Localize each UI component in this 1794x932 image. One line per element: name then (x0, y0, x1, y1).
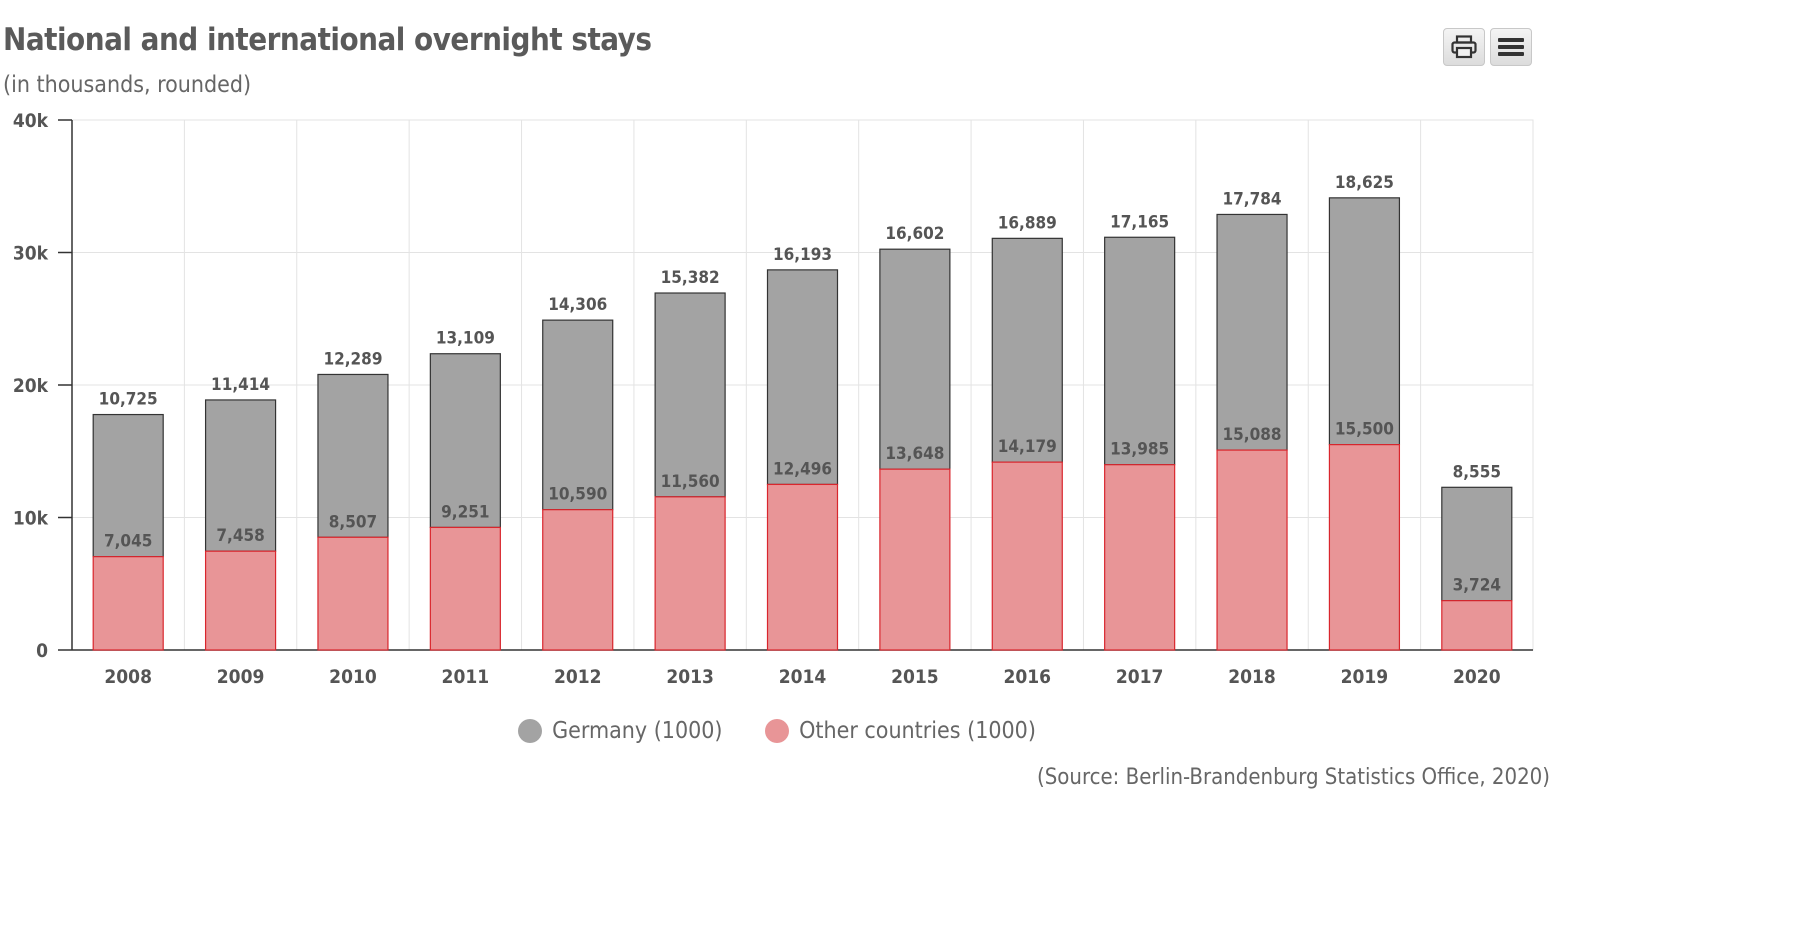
legend-item-germany[interactable]: Germany (1000) (518, 718, 723, 744)
bar-other-countries (1104, 464, 1176, 651)
print-icon (1451, 35, 1477, 59)
data-label-other-countries: 13,648 (885, 444, 944, 464)
bar-germany (92, 413, 164, 558)
x-tick-label: 2019 (1341, 666, 1389, 688)
bar-germany (879, 248, 951, 470)
legend-marker-germany (518, 719, 543, 743)
x-tick-label: 2009 (217, 666, 265, 688)
data-label-germany: 10,725 (99, 390, 158, 410)
x-tick-label: 2008 (104, 666, 152, 688)
bar-other-countries (317, 536, 389, 651)
x-tick-label: 2014 (779, 666, 827, 688)
data-label-germany: 13,109 (436, 329, 495, 349)
bar-germany (542, 319, 614, 511)
data-label-other-countries: 7,045 (104, 532, 152, 552)
data-label-germany: 8,555 (1453, 462, 1501, 482)
x-tick-label: 2015 (891, 666, 939, 688)
bar-other-countries (879, 468, 951, 651)
data-label-germany: 11,414 (211, 375, 270, 395)
chart-plot: 0 10k 20k 30k 40k 10,725 7,045 2008 11,414 7,458 2… (13, 110, 1534, 688)
bar-germany (1441, 486, 1513, 602)
bar-other-countries (1216, 449, 1288, 651)
data-label-germany: 16,889 (998, 213, 1057, 233)
data-label-germany: 12,289 (323, 349, 382, 369)
y-tick-label: 30k (13, 243, 49, 265)
legend-item-other-countries[interactable]: Other countries (1000) (765, 718, 1036, 744)
data-label-germany: 17,784 (1223, 189, 1282, 209)
bar-germany (1216, 213, 1288, 451)
data-label-other-countries: 8,507 (329, 512, 377, 532)
data-label-germany: 16,193 (773, 245, 832, 265)
bar-germany (991, 237, 1063, 463)
menu-icon (1498, 38, 1524, 56)
bar-other-countries (429, 526, 501, 651)
bar-germany (429, 353, 501, 529)
data-label-other-countries: 12,496 (773, 459, 832, 479)
bar-germany (654, 292, 726, 498)
x-tick-label: 2011 (442, 666, 490, 688)
data-label-other-countries: 10,590 (548, 485, 607, 505)
chart-title: National and international overnight sta… (3, 22, 652, 58)
bar-germany (1328, 197, 1401, 446)
bar-germany (317, 373, 389, 538)
data-label-germany: 16,602 (885, 224, 944, 244)
bar-other-countries (1441, 600, 1513, 651)
source-credit: (Source: Berlin-Brandenburg Statistics O… (1037, 765, 1550, 790)
bar-other-countries (542, 509, 614, 651)
chart-subtitle: (in thousands, rounded) (3, 72, 252, 98)
data-label-germany: 14,306 (548, 295, 607, 315)
y-tick-label: 10k (13, 508, 49, 530)
x-tick-label: 2017 (1116, 666, 1164, 688)
bar-other-countries (991, 461, 1063, 651)
data-label-other-countries: 14,179 (998, 437, 1057, 457)
bar-other-countries (204, 550, 277, 651)
data-label-other-countries: 9,251 (441, 502, 489, 522)
data-label-germany: 17,165 (1110, 212, 1169, 232)
bar-other-countries (92, 556, 164, 651)
data-label-other-countries: 15,500 (1335, 420, 1394, 440)
data-label-other-countries: 15,088 (1223, 425, 1282, 445)
x-tick-label: 2013 (666, 666, 714, 688)
data-label-other-countries: 7,458 (216, 526, 264, 546)
legend-label-germany: Germany (1000) (552, 718, 723, 744)
bar-germany (1104, 236, 1176, 466)
data-label-germany: 18,625 (1335, 173, 1394, 193)
x-tick-label: 2018 (1228, 666, 1276, 688)
x-tick-label: 2016 (1003, 666, 1051, 688)
y-tick-label: 0 (36, 640, 48, 662)
data-label-other-countries: 3,724 (1453, 576, 1501, 596)
y-tick-label: 40k (13, 110, 49, 132)
data-label-other-countries: 13,985 (1110, 440, 1169, 460)
bar-other-countries (654, 496, 726, 651)
y-tick-label: 20k (13, 375, 49, 397)
data-label-other-countries: 11,560 (661, 472, 720, 492)
x-tick-label: 2012 (554, 666, 602, 688)
menu-button[interactable] (1490, 28, 1532, 66)
x-tick-label: 2020 (1453, 666, 1501, 688)
bar-germany (204, 399, 277, 552)
legend: Germany (1000) Other countries (1000) (0, 718, 1554, 749)
legend-marker-other-countries (765, 719, 790, 743)
x-tick-label: 2010 (329, 666, 377, 688)
legend-label-other-countries: Other countries (1000) (799, 718, 1036, 744)
bar-other-countries (1328, 444, 1401, 651)
print-button[interactable] (1443, 28, 1485, 66)
data-label-germany: 15,382 (661, 268, 720, 288)
bar-other-countries (766, 483, 839, 651)
bar-germany (766, 269, 839, 486)
